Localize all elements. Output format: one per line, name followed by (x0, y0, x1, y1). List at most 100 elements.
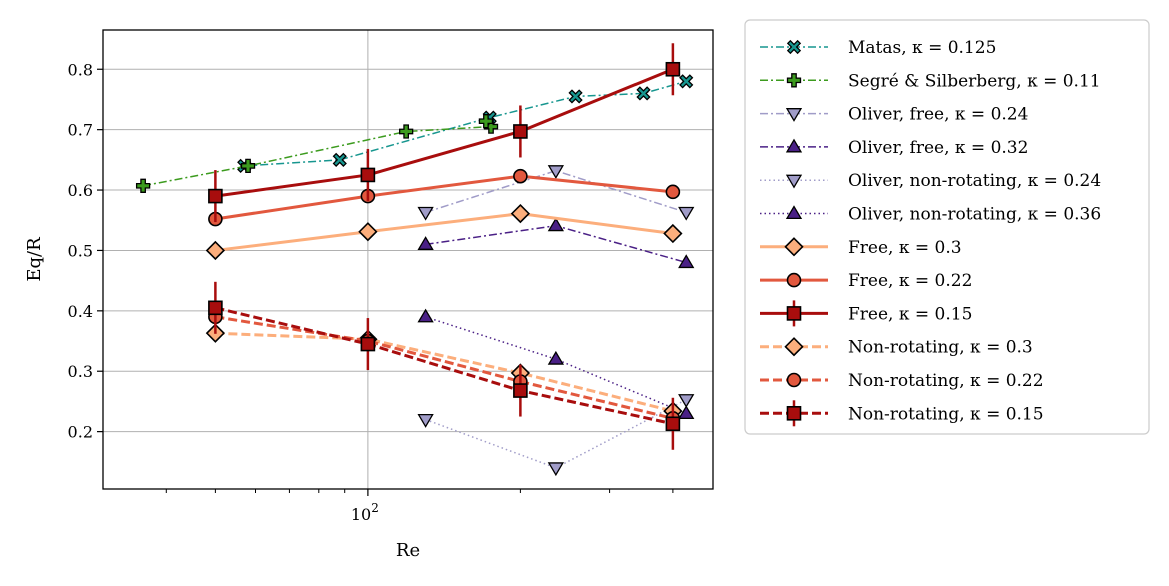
series-1 (237, 74, 694, 174)
legend-label: Oliver, free, κ = 0.24 (848, 105, 1028, 125)
grid-lines (103, 30, 713, 489)
data-point (784, 237, 804, 257)
legend-entry-6: Oliver, non-rotating, κ = 0.36 (760, 205, 1101, 225)
plot-frame (102, 29, 714, 490)
x-tick-label: 102 (351, 501, 379, 524)
series-4 (417, 217, 695, 269)
data-point (360, 336, 376, 352)
legend-label: Oliver, free, κ = 0.32 (848, 138, 1028, 158)
legend-label: Free, κ = 0.15 (848, 304, 972, 324)
data-point (513, 168, 528, 184)
data-point (547, 217, 565, 232)
data-point (568, 89, 583, 104)
legend-label: Oliver, non-rotating, κ = 0.24 (848, 171, 1101, 191)
series-line (425, 169, 687, 214)
data-point (205, 240, 226, 261)
data-point (679, 74, 694, 89)
series-line (215, 212, 674, 252)
data-point (547, 462, 565, 477)
series-layer (135, 43, 695, 477)
y-axis-label: Eq/R (24, 237, 45, 282)
legend: Matas, κ = 0.125 Segré & Silberberg, κ = … (744, 19, 1150, 435)
data-point (240, 158, 256, 174)
legend-label: Free, κ = 0.22 (848, 271, 972, 291)
data-point (636, 86, 651, 101)
legend-label: Non-rotating, κ = 0.22 (848, 371, 1044, 391)
data-point (547, 350, 565, 365)
series-8 (208, 168, 681, 227)
data-point (786, 372, 802, 388)
series-6 (417, 308, 695, 420)
data-point (785, 205, 803, 220)
legend-entry-9: Free, κ = 0.15 (760, 300, 972, 327)
data-point (665, 416, 681, 432)
series-line (215, 67, 674, 198)
series-line (215, 306, 674, 426)
data-point (208, 188, 223, 204)
series-line (425, 316, 687, 415)
y-tick-label: 0.4 (68, 302, 93, 321)
data-point (786, 73, 802, 88)
axes: 0.2 0.3 0.4 0.5 0.6 0.7 0.8 102 Re Eq/R (24, 29, 714, 561)
x-tick-base: 10 (351, 505, 371, 524)
data-point (785, 174, 803, 189)
legend-entry-5: Oliver, non-rotating, κ = 0.24 (760, 171, 1101, 191)
data-point (399, 124, 414, 139)
data-point (547, 165, 565, 180)
data-point (478, 114, 494, 129)
legend-label: Segré & Silberberg, κ = 0.11 (848, 71, 1101, 91)
series-9 (208, 43, 681, 223)
series-line (215, 331, 674, 413)
legend-entry-12: Non-rotating, κ = 0.15 (760, 400, 1044, 427)
series-2 (135, 114, 499, 193)
data-point (678, 254, 695, 269)
x-tick-exponent: 2 (371, 501, 379, 515)
data-point (786, 405, 802, 421)
y-tick-label: 0.2 (68, 423, 93, 442)
data-point (665, 184, 681, 200)
data-point (786, 39, 802, 55)
legend-label: Oliver, non-rotating, κ = 0.36 (848, 205, 1101, 225)
legend-label: Non-rotating, κ = 0.15 (848, 404, 1044, 424)
series-7 (205, 203, 683, 261)
data-point (784, 337, 804, 357)
data-point (332, 152, 347, 167)
data-point (785, 108, 803, 122)
data-point (417, 206, 434, 221)
y-tick-label: 0.8 (68, 60, 93, 79)
legend-label: Free, κ = 0.3 (848, 238, 962, 258)
y-tick-label: 0.6 (68, 181, 93, 200)
data-point (678, 405, 695, 420)
data-point (208, 300, 223, 316)
legend-box (744, 19, 1150, 435)
data-point (417, 308, 434, 323)
data-point (135, 178, 151, 193)
legend-entry-1: Matas, κ = 0.125 (760, 38, 996, 58)
series-line (215, 315, 674, 420)
data-point (417, 236, 434, 250)
y-tick-label: 0.3 (68, 362, 93, 381)
series-line (425, 398, 687, 469)
legend-entry-8: Free, κ = 0.22 (760, 271, 972, 291)
data-point (417, 413, 434, 428)
data-point (513, 383, 528, 398)
legend-entry-10: Non-rotating, κ = 0.3 (760, 337, 1033, 358)
series-line (215, 174, 674, 221)
y-tick-label: 0.7 (68, 121, 93, 140)
data-point (663, 223, 683, 244)
series-10 (205, 323, 683, 421)
data-point (510, 203, 531, 224)
x-axis-label: Re (396, 540, 420, 561)
data-point (678, 206, 695, 221)
data-point (665, 61, 681, 77)
series-5 (417, 394, 695, 477)
data-point (358, 222, 378, 242)
series-12 (208, 281, 681, 450)
legend-entry-7: Free, κ = 0.3 (760, 237, 962, 258)
legend-entry-2: Segré & Silberberg, κ = 0.11 (760, 71, 1101, 91)
legend-entry-3: Oliver, free, κ = 0.24 (760, 105, 1028, 125)
data-point (786, 306, 802, 321)
data-point (786, 272, 802, 288)
data-point (513, 124, 528, 139)
